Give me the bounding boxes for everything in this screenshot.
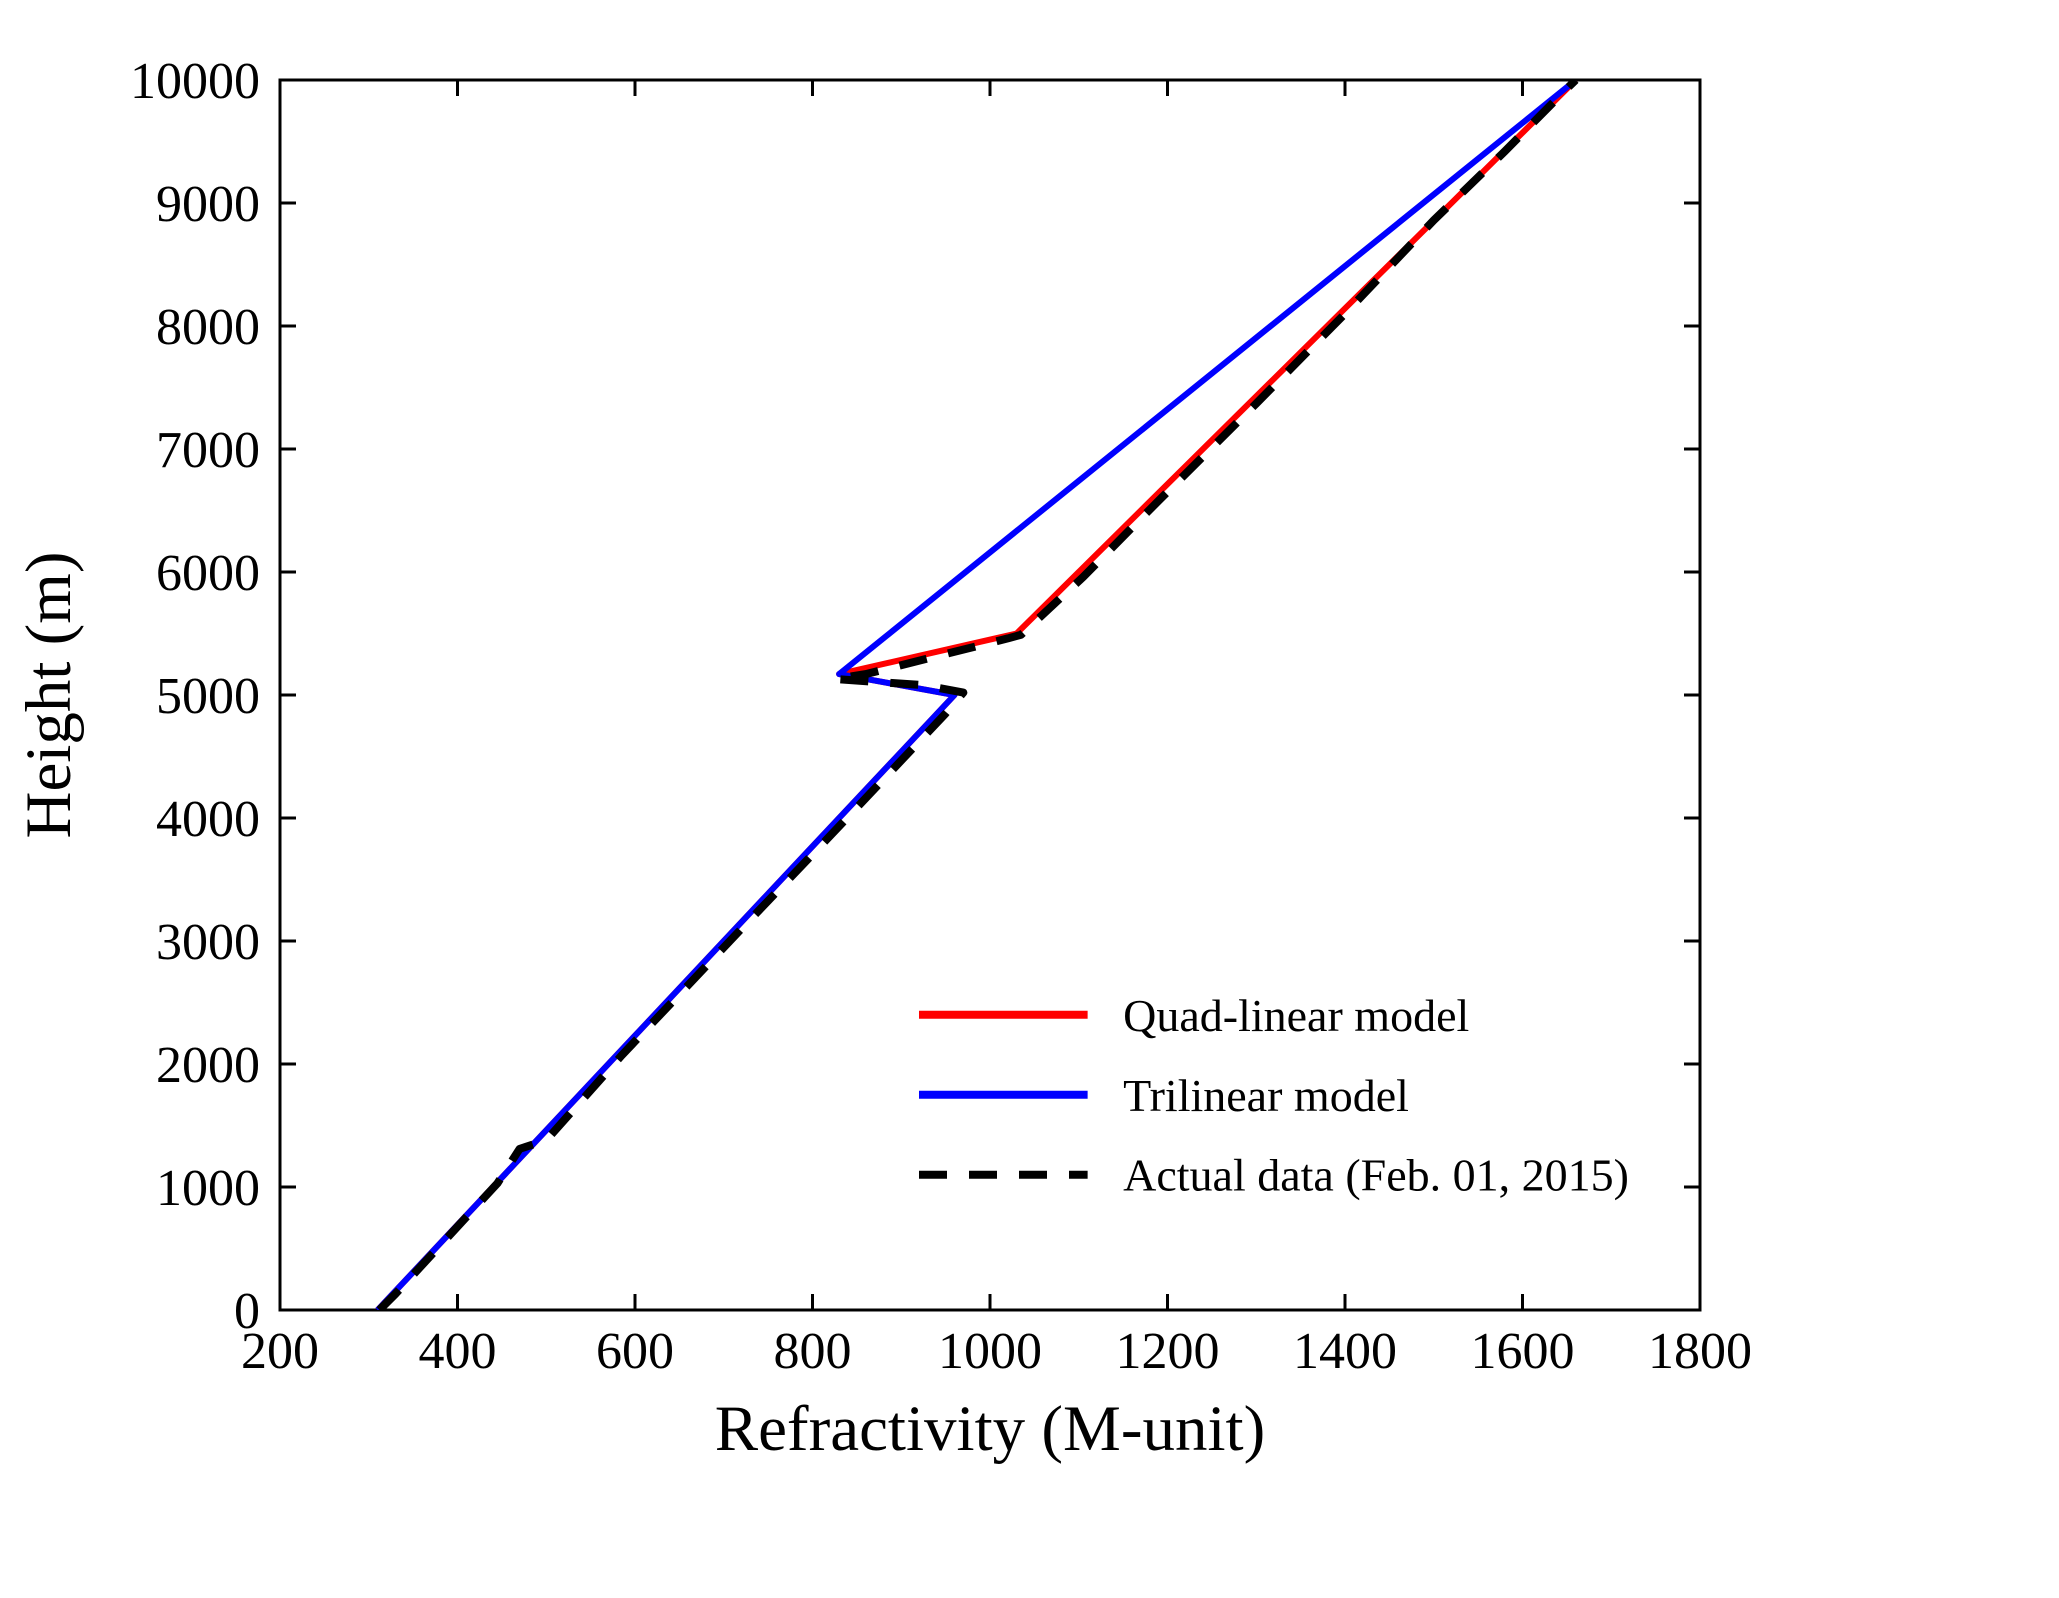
legend-label: Actual data (Feb. 01, 2015) <box>1123 1150 1629 1201</box>
y-tick-label: 9000 <box>156 176 260 233</box>
x-tick-label: 800 <box>774 1323 852 1380</box>
y-tick-label: 4000 <box>156 791 260 848</box>
y-tick-label: 2000 <box>156 1037 260 1094</box>
legend-label: Trilinear model <box>1123 1070 1409 1121</box>
y-tick-label: 10000 <box>130 53 260 110</box>
chart-container: 2004006008001000120014001600180001000200… <box>0 0 2059 1598</box>
x-tick-label: 600 <box>596 1323 674 1380</box>
legend-label: Quad-linear model <box>1123 990 1469 1041</box>
x-tick-label: 1000 <box>938 1323 1042 1380</box>
y-tick-label: 6000 <box>156 545 260 602</box>
x-tick-label: 400 <box>419 1323 497 1380</box>
y-tick-label: 0 <box>234 1283 260 1340</box>
x-tick-label: 1600 <box>1471 1323 1575 1380</box>
x-tick-label: 1800 <box>1648 1323 1752 1380</box>
y-axis-label: Height (m) <box>13 551 85 838</box>
x-tick-label: 1200 <box>1116 1323 1220 1380</box>
x-tick-label: 1400 <box>1293 1323 1397 1380</box>
y-tick-label: 7000 <box>156 422 260 479</box>
plot-border <box>280 80 1700 1310</box>
y-tick-label: 8000 <box>156 299 260 356</box>
y-tick-label: 1000 <box>156 1160 260 1217</box>
y-tick-label: 3000 <box>156 914 260 971</box>
refractivity-height-chart: 2004006008001000120014001600180001000200… <box>0 0 2059 1598</box>
y-tick-label: 5000 <box>156 668 260 725</box>
x-axis-label: Refractivity (M-unit) <box>715 1393 1266 1465</box>
